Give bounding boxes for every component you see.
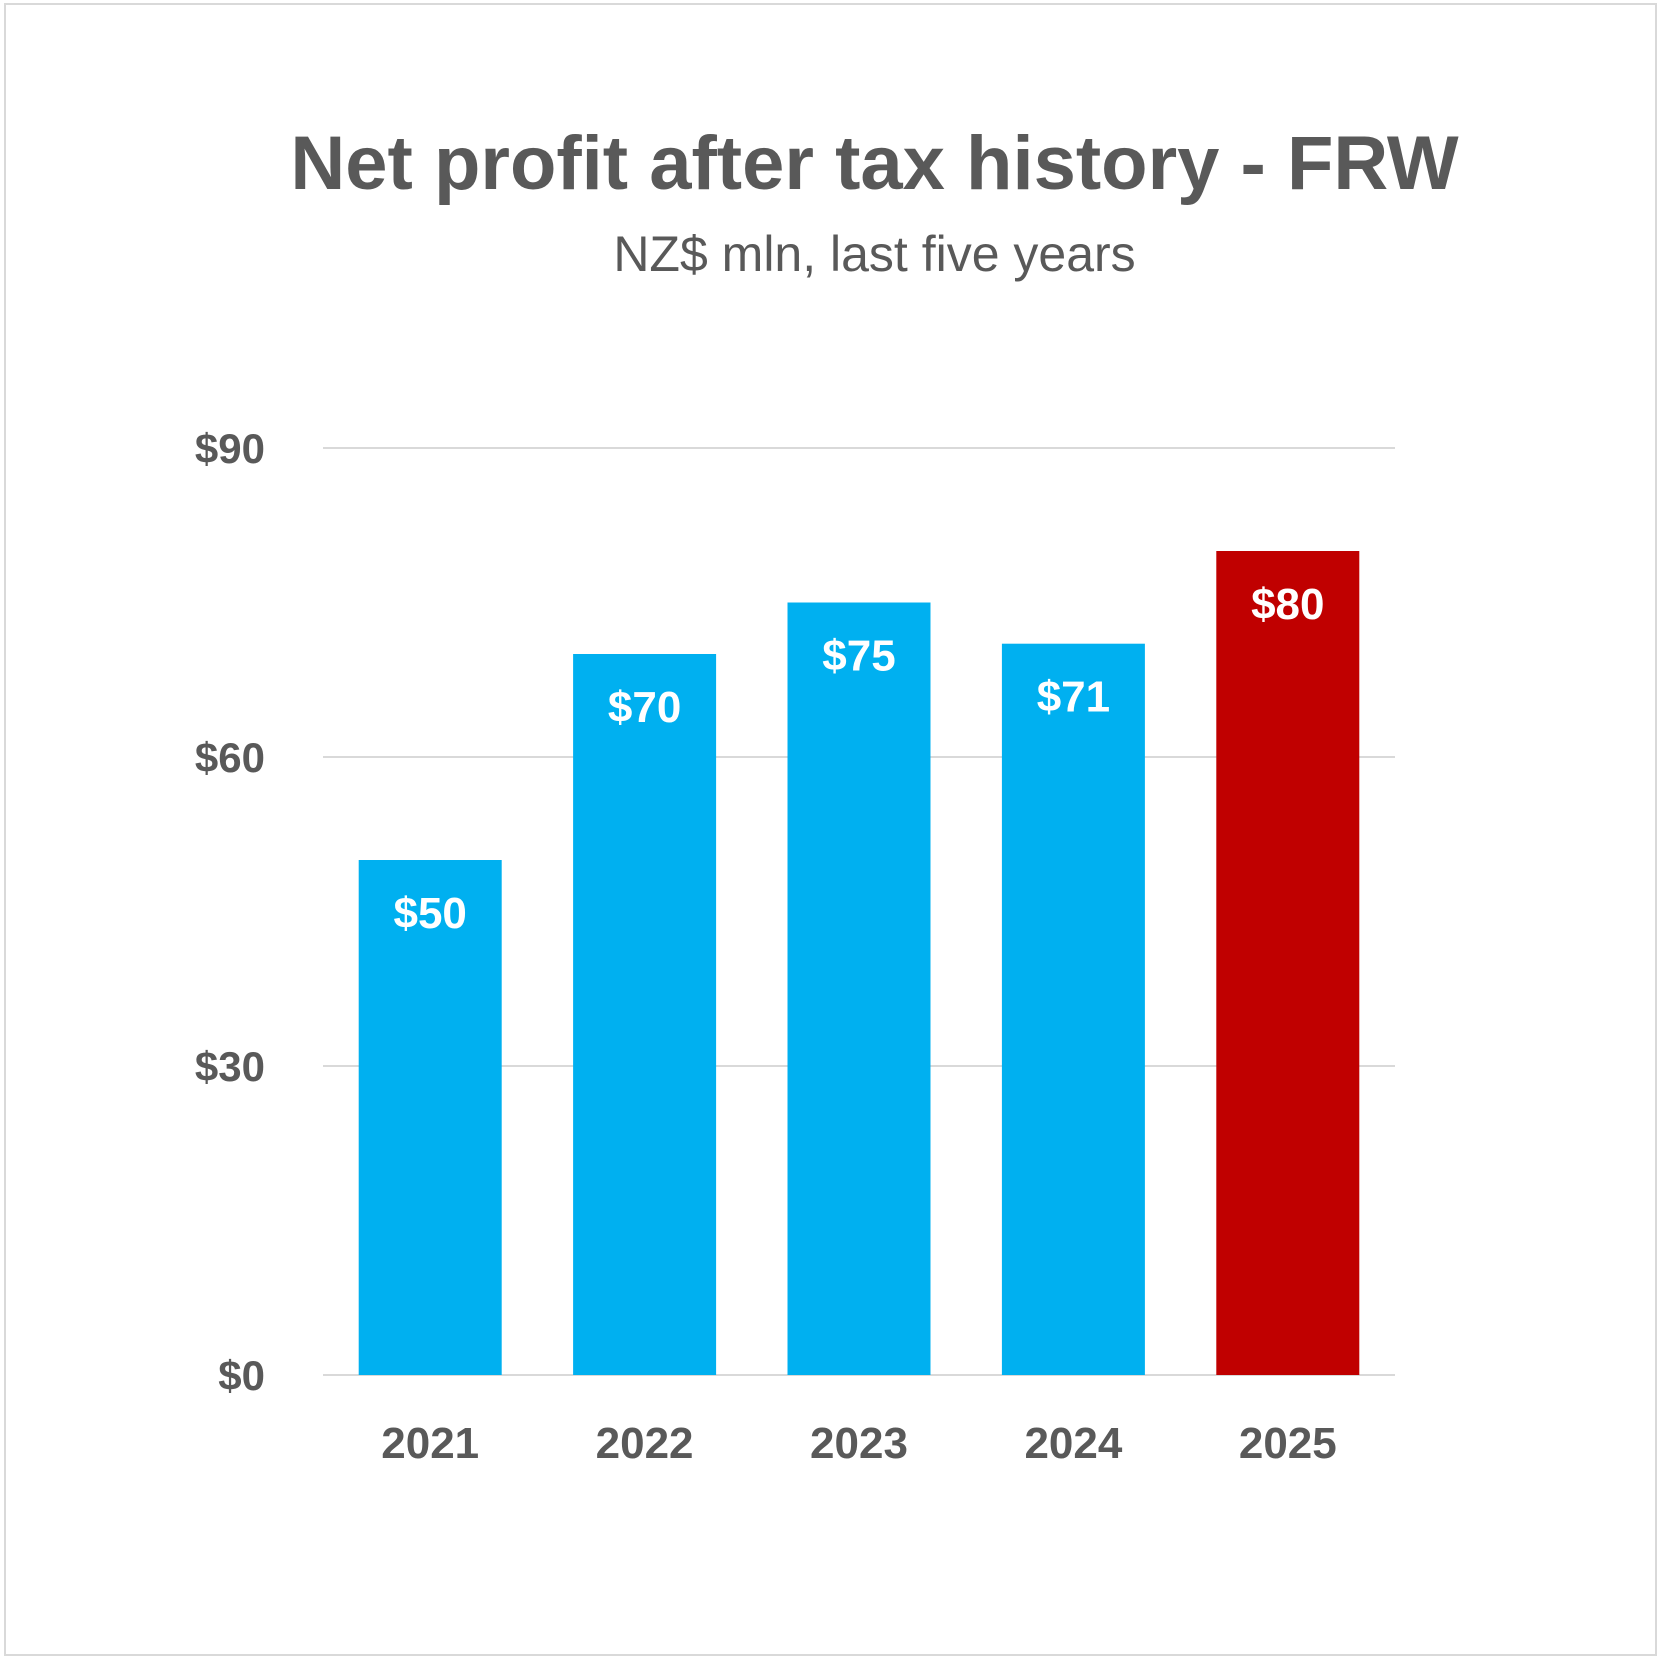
chart-frame [4,3,1657,1656]
x-tick-label: 2025 [1239,1419,1337,1468]
bar [787,602,931,1375]
y-tick-label: $60 [195,734,265,781]
data-label: $75 [822,632,895,681]
bar [573,654,717,1375]
x-tick-label: 2021 [381,1419,479,1468]
data-label: $50 [393,889,466,938]
bar [358,860,502,1375]
data-label: $70 [608,683,681,732]
y-tick-label: $30 [195,1043,265,1090]
bar [1001,643,1145,1375]
x-tick-label: 2023 [810,1419,908,1468]
data-label: $71 [1037,673,1110,722]
y-tick-label: $90 [195,425,265,472]
x-tick-label: 2024 [1024,1419,1122,1468]
x-tick-label: 2022 [596,1419,694,1468]
data-label: $80 [1251,580,1324,629]
y-tick-label: $0 [218,1352,265,1399]
bar [1216,551,1360,1375]
chart-subtitle: NZ$ mln, last five years [613,226,1136,282]
chart-title: Net profit after tax history - FRW [290,121,1459,206]
